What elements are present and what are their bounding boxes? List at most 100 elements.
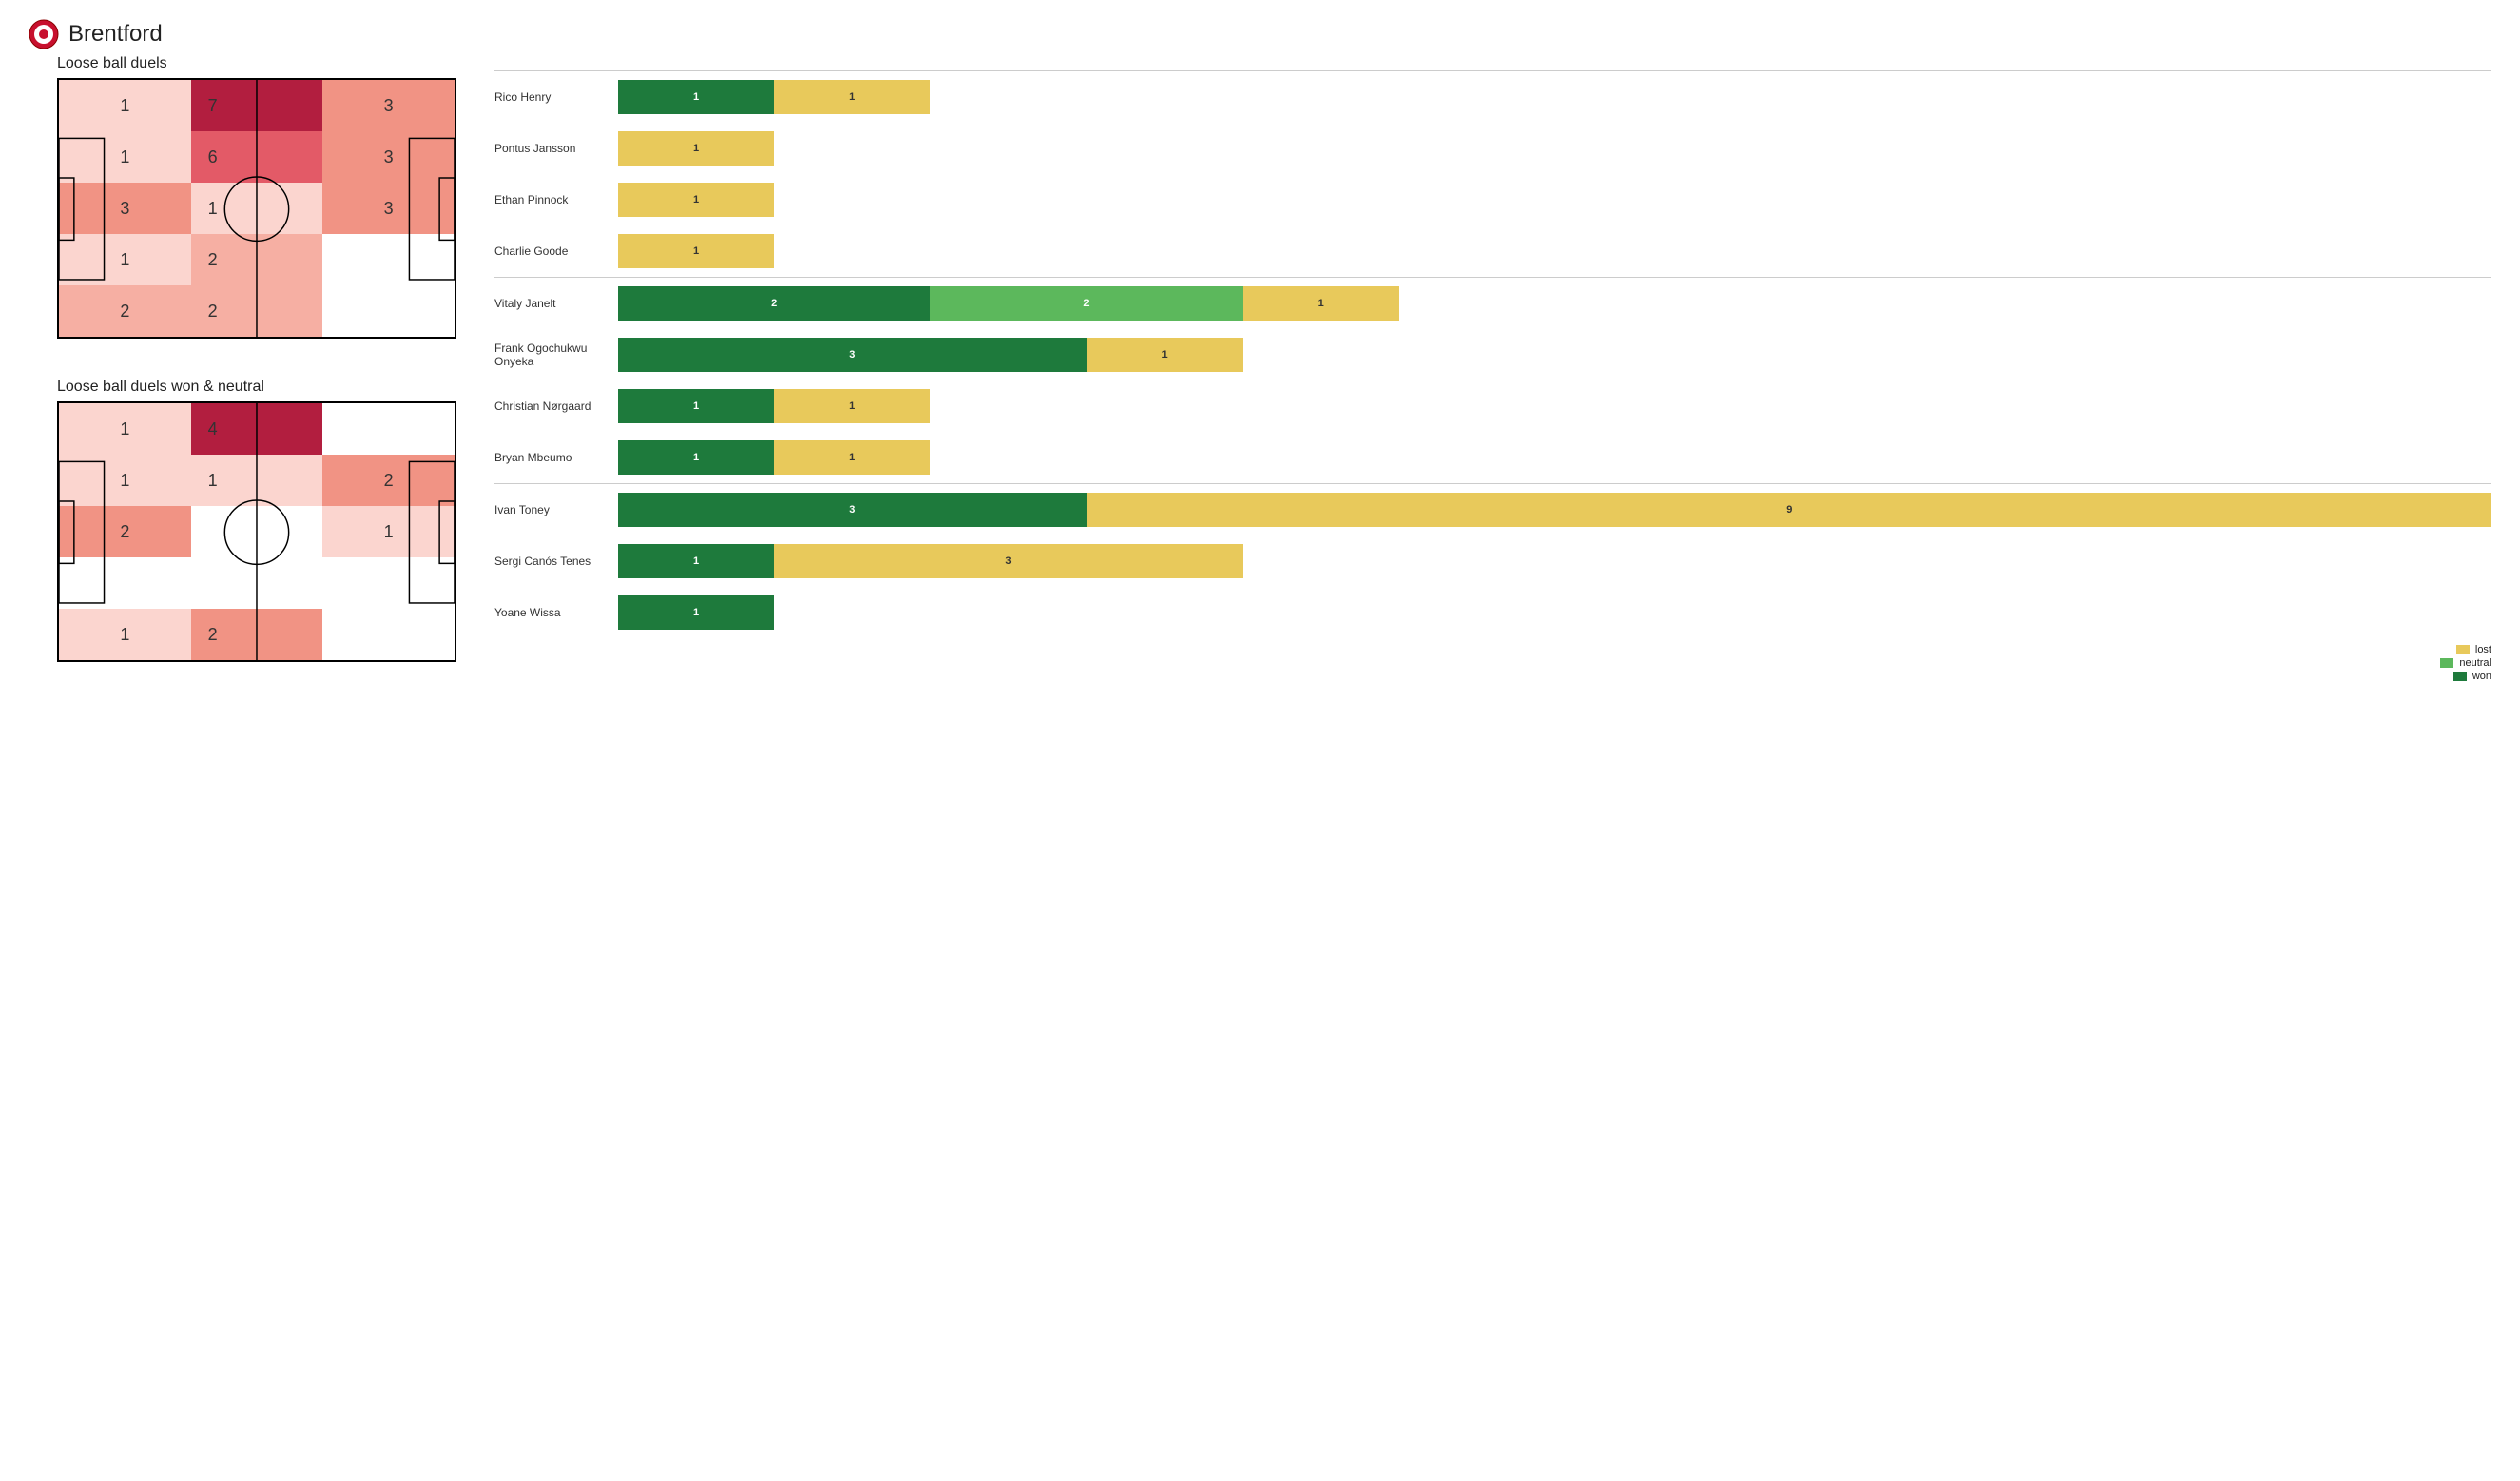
legend-swatch-won — [2453, 672, 2467, 681]
content: Loose ball duels 1731633131222 Loose bal… — [29, 55, 2491, 702]
bar-segment: 1 — [618, 440, 774, 475]
bar-segment: 1 — [618, 389, 774, 423]
player-name: Christian Nørgaard — [494, 399, 618, 413]
header: Brentford — [29, 19, 2491, 49]
player-name: Charlie Goode — [494, 244, 618, 258]
heat-cell: 3 — [59, 183, 191, 234]
heat-cell: 3 — [322, 131, 455, 183]
bar-segment: 1 — [618, 131, 774, 166]
player-bar: 1 — [618, 131, 2491, 166]
pitch-duels-title: Loose ball duels — [57, 55, 456, 72]
right-column: Rico Henry11Pontus Jansson1Ethan Pinnock… — [494, 55, 2491, 702]
player-row: Christian Nørgaard11 — [494, 380, 2491, 432]
player-name: Ethan Pinnock — [494, 193, 618, 206]
player-name: Frank Ogochukwu Onyeka — [494, 341, 618, 368]
heat-cell — [322, 234, 455, 285]
heat-cell — [59, 557, 191, 609]
bar-segment: 1 — [618, 80, 774, 114]
bar-segment: 1 — [618, 183, 774, 217]
player-row: Yoane Wissa1 — [494, 587, 2491, 638]
player-row: Frank Ogochukwu Onyeka31 — [494, 329, 2491, 380]
heat-cell — [322, 403, 455, 455]
player-row: Charlie Goode1 — [494, 225, 2491, 277]
legend-neutral-label: neutral — [2459, 657, 2491, 669]
heat-cell: 2 — [59, 285, 191, 337]
heat-cell: 7 — [191, 80, 323, 131]
player-bar: 39 — [618, 493, 2491, 527]
bar-segment: 1 — [618, 544, 774, 578]
heat-cell: 6 — [191, 131, 323, 183]
heat-cell: 3 — [322, 80, 455, 131]
player-name: Pontus Jansson — [494, 142, 618, 155]
heat-cell — [322, 609, 455, 660]
pitch-won-title: Loose ball duels won & neutral — [57, 379, 456, 396]
bar-segment: 1 — [618, 234, 774, 268]
legend-swatch-neutral — [2440, 658, 2453, 668]
player-bar: 1 — [618, 183, 2491, 217]
player-bar: 1 — [618, 234, 2491, 268]
bar-segment: 3 — [618, 493, 1087, 527]
player-name: Ivan Toney — [494, 503, 618, 516]
pitch-duels: 1731633131222 — [57, 78, 456, 339]
team-name: Brentford — [68, 21, 163, 48]
player-group: Rico Henry11Pontus Jansson1Ethan Pinnock… — [494, 70, 2491, 277]
legend-lost: lost — [2456, 644, 2491, 655]
heat-cell — [191, 557, 323, 609]
heat-cell: 1 — [191, 455, 323, 506]
team-logo — [29, 19, 59, 49]
heat-cell — [191, 506, 323, 557]
player-row: Sergi Canós Tenes13 — [494, 536, 2491, 587]
player-group: Ivan Toney39Sergi Canós Tenes13Yoane Wis… — [494, 483, 2491, 638]
bar-segment: 1 — [774, 440, 930, 475]
bar-segment: 9 — [1087, 493, 2492, 527]
legend-swatch-lost — [2456, 645, 2470, 654]
player-bar: 31 — [618, 338, 2491, 372]
heat-cell: 2 — [59, 506, 191, 557]
legend-neutral: neutral — [2440, 657, 2491, 669]
heat-cell: 1 — [59, 455, 191, 506]
player-bar: 1 — [618, 595, 2491, 630]
heat-cell: 1 — [59, 80, 191, 131]
pitch-won-block: Loose ball duels won & neutral 141122112 — [29, 379, 456, 662]
player-name: Bryan Mbeumo — [494, 451, 618, 464]
pitch-won: 141122112 — [57, 401, 456, 662]
player-group: Vitaly Janelt221Frank Ogochukwu Onyeka31… — [494, 277, 2491, 483]
bar-segment: 1 — [1087, 338, 1243, 372]
legend-lost-label: lost — [2475, 644, 2491, 655]
player-name: Yoane Wissa — [494, 606, 618, 619]
player-bar: 13 — [618, 544, 2491, 578]
player-row: Rico Henry11 — [494, 71, 2491, 123]
heat-cell: 1 — [59, 131, 191, 183]
bar-segment: 3 — [618, 338, 1087, 372]
bar-segment: 1 — [618, 595, 774, 630]
player-row: Pontus Jansson1 — [494, 123, 2491, 174]
bar-segment: 2 — [930, 286, 1242, 321]
heat-cell: 3 — [322, 183, 455, 234]
player-row: Ethan Pinnock1 — [494, 174, 2491, 225]
bar-segment: 1 — [774, 389, 930, 423]
bar-segment: 2 — [618, 286, 930, 321]
legend-won: won — [2453, 671, 2491, 682]
heat-cell: 1 — [59, 234, 191, 285]
player-bar: 11 — [618, 440, 2491, 475]
legend-won-label: won — [2472, 671, 2491, 682]
player-row: Vitaly Janelt221 — [494, 278, 2491, 329]
player-bar: 221 — [618, 286, 2491, 321]
bar-segment: 1 — [774, 80, 930, 114]
heat-cell: 1 — [59, 403, 191, 455]
left-column: Loose ball duels 1731633131222 Loose bal… — [29, 55, 456, 702]
player-name: Sergi Canós Tenes — [494, 555, 618, 568]
legend: lost neutral won — [494, 644, 2491, 682]
player-bar: 11 — [618, 80, 2491, 114]
player-bar: 11 — [618, 389, 2491, 423]
player-name: Vitaly Janelt — [494, 297, 618, 310]
heat-cell: 2 — [191, 285, 323, 337]
player-row: Ivan Toney39 — [494, 484, 2491, 536]
pitch-duels-block: Loose ball duels 1731633131222 — [29, 55, 456, 339]
heat-cell: 2 — [191, 234, 323, 285]
bar-segment: 1 — [1243, 286, 1399, 321]
heat-cell: 2 — [191, 609, 323, 660]
player-row: Bryan Mbeumo11 — [494, 432, 2491, 483]
heat-cell: 1 — [191, 183, 323, 234]
heat-cell — [322, 557, 455, 609]
